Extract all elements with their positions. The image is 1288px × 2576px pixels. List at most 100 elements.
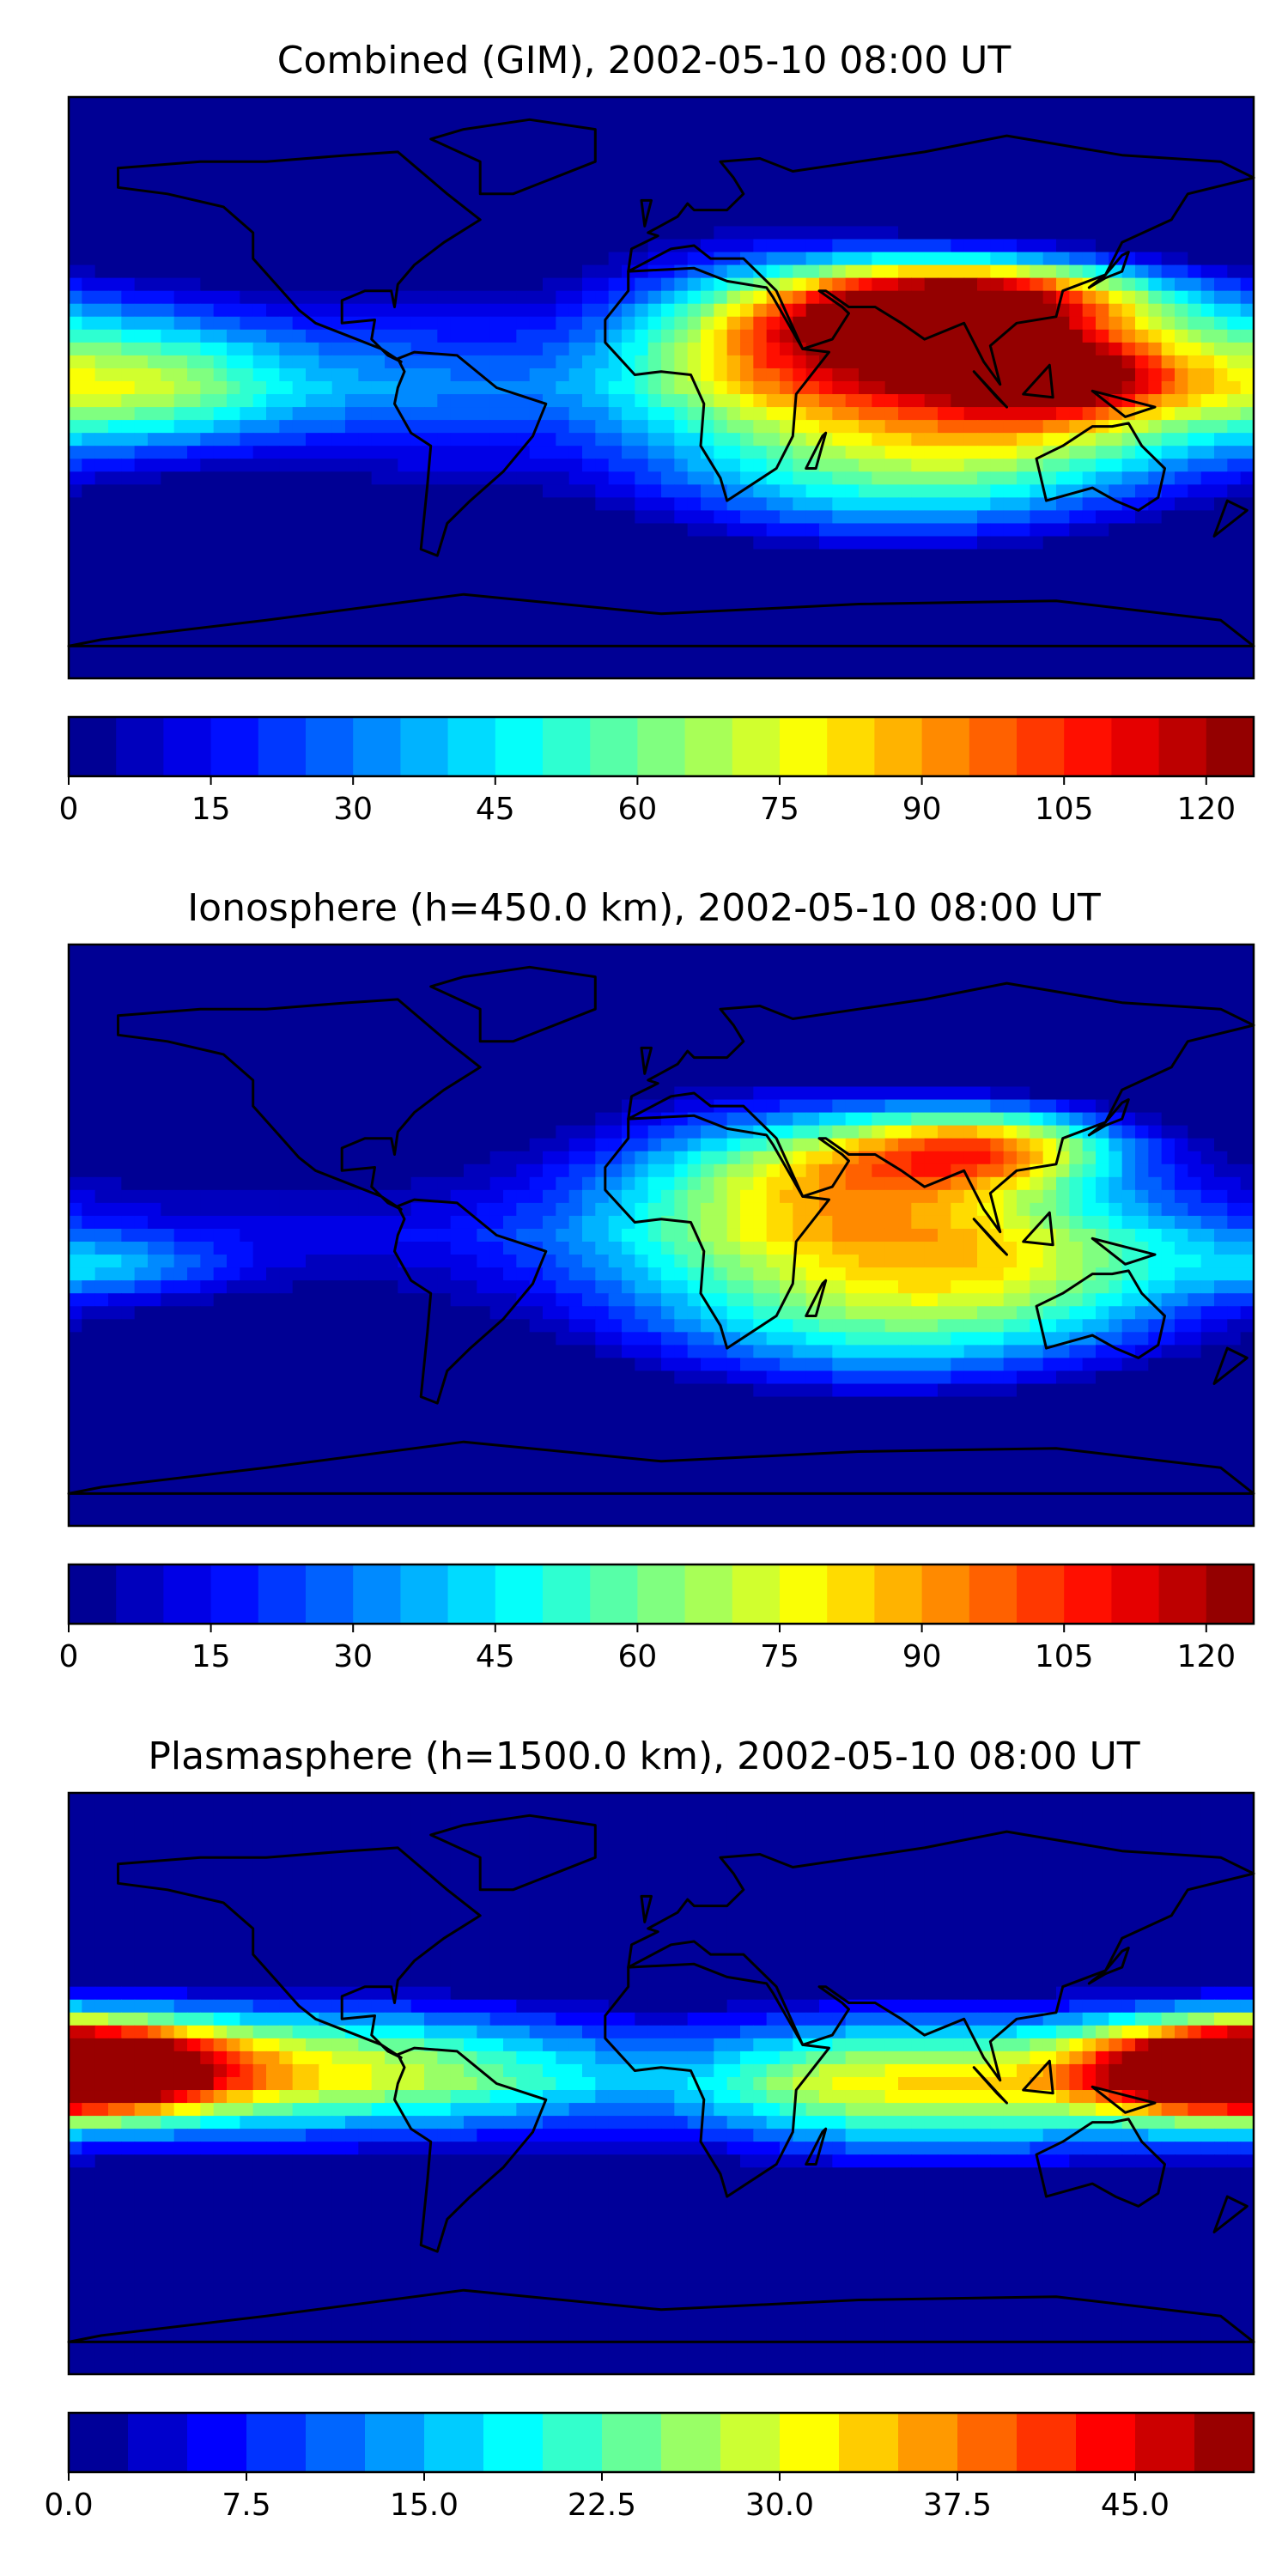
tec-cell (227, 380, 240, 395)
tec-cell (1056, 420, 1070, 434)
tec-cell (951, 407, 965, 421)
tec-cell (240, 316, 254, 331)
tec-cell (1214, 996, 1228, 1010)
tec-cell (1042, 600, 1057, 615)
tec-cell (780, 970, 793, 984)
tec-cell (977, 329, 991, 343)
tec-cell (371, 1035, 386, 1048)
tec-cell (647, 239, 662, 253)
tec-cell (306, 420, 319, 434)
tec-cell (1200, 996, 1215, 1010)
tec-cell (450, 277, 465, 292)
tec-cell (82, 536, 96, 550)
tec-cell (582, 329, 596, 343)
tec-cell (477, 523, 491, 538)
tec-cell (951, 252, 965, 266)
tec-cell (489, 536, 504, 550)
tec-cell (635, 380, 649, 395)
colorbar-level (1158, 717, 1207, 776)
tec-cell (1017, 996, 1030, 1010)
tec-cell (766, 957, 781, 971)
tec-cell (1109, 587, 1123, 602)
tec-cell (516, 613, 531, 628)
tec-cell (134, 136, 149, 149)
tec-cell (701, 252, 714, 266)
tec-cell (832, 945, 847, 958)
tec-cell (661, 355, 675, 369)
tec-cell (161, 329, 175, 343)
tec-cell (674, 1035, 689, 1048)
tec-cell (1175, 510, 1188, 525)
tec-cell (477, 213, 491, 228)
tec-cell (279, 407, 294, 421)
tec-cell (622, 1048, 635, 1061)
tec-cell (279, 226, 294, 240)
tec-cell (371, 536, 386, 550)
tec-cell (805, 97, 820, 111)
tec-cell (450, 536, 465, 550)
tec-cell (951, 239, 965, 253)
tec-cell (701, 613, 714, 628)
tec-cell (477, 355, 491, 369)
tec-cell (1200, 380, 1215, 395)
tec-cell (793, 355, 807, 369)
tec-cell (292, 549, 307, 563)
tec-cell (464, 459, 477, 472)
tec-cell (872, 290, 886, 305)
tec-cell (306, 1022, 319, 1036)
tec-cell (1148, 1022, 1163, 1036)
tec-cell (793, 626, 807, 641)
tec-cell (872, 549, 886, 563)
tec-cell (819, 549, 833, 563)
tec-cell (252, 226, 267, 240)
tec-cell (437, 471, 452, 485)
tec-cell (582, 484, 596, 498)
tec-cell (1161, 329, 1176, 343)
tec-cell (358, 420, 373, 434)
tec-cell (161, 136, 175, 149)
coastlines-combined (67, 118, 1255, 647)
tec-cell (884, 420, 899, 434)
tec-cell (1214, 110, 1228, 124)
tec-cell (859, 290, 872, 305)
tec-cell (911, 1009, 926, 1023)
tec-cell (279, 368, 294, 382)
tec-cell (832, 187, 847, 201)
tec-cell (94, 970, 109, 984)
tec-cell (714, 574, 728, 589)
tec-cell (872, 945, 886, 958)
tec-cell (1240, 264, 1255, 279)
tec-cell (951, 123, 965, 137)
tec-cell (832, 1048, 847, 1061)
tec-cell (227, 626, 240, 641)
tec-cell (1069, 149, 1084, 162)
tec-cell (766, 1048, 781, 1061)
tec-cell (1082, 239, 1097, 253)
tec-cell (938, 1022, 951, 1036)
tec-cell (1188, 523, 1202, 538)
tec-cell (859, 264, 872, 279)
tec-cell (859, 1035, 872, 1048)
tec-cell (1096, 342, 1109, 356)
tec-cell (516, 200, 531, 214)
tec-cell (437, 161, 452, 175)
tec-cell (674, 626, 689, 641)
tec-cell (319, 329, 333, 343)
tec-cell (306, 523, 319, 538)
tec-cell (358, 1048, 373, 1061)
tec-cell (200, 626, 215, 641)
tec-cell (252, 1048, 267, 1061)
tec-cell (1096, 407, 1109, 421)
tec-cell (805, 626, 820, 641)
tec-cell (951, 1060, 965, 1075)
tec-cell (94, 523, 109, 538)
tec-cell (1121, 549, 1136, 563)
tec-cell (872, 510, 886, 525)
tec-cell (622, 459, 635, 472)
tec-cell (266, 252, 280, 266)
tec-cell (977, 536, 991, 550)
tec-cell (884, 562, 899, 576)
tec-cell (424, 149, 438, 162)
tec-cell (701, 149, 714, 162)
tec-cell (252, 652, 267, 666)
